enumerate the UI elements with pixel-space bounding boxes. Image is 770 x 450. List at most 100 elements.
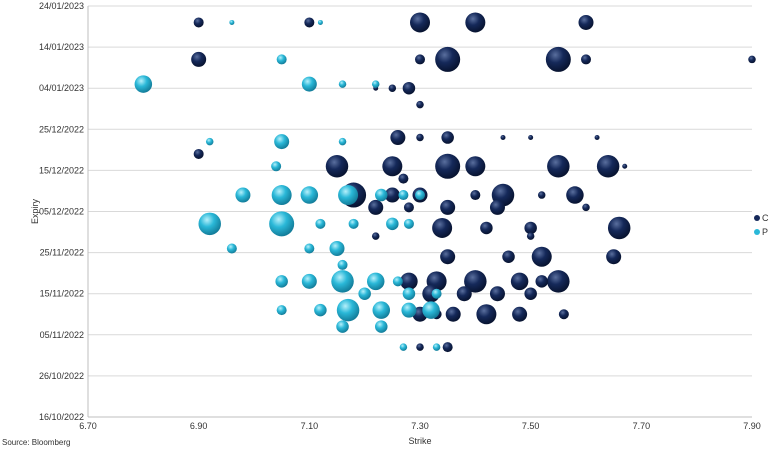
bubble-p xyxy=(399,343,408,351)
bubble-p xyxy=(301,273,317,289)
bubble-p xyxy=(314,303,327,317)
bubble-p xyxy=(401,302,417,318)
bubble-p xyxy=(336,298,360,322)
y-tick-label: 05/11/2022 xyxy=(40,330,84,340)
bubble-c xyxy=(440,249,456,265)
bubble-c xyxy=(547,270,570,293)
bubble-p xyxy=(271,161,282,172)
bubble-p xyxy=(371,80,380,88)
bubble-c xyxy=(390,130,406,146)
bubble-c xyxy=(606,249,622,265)
bubble-p xyxy=(276,305,287,316)
bubble-p xyxy=(358,287,371,300)
bubble-c xyxy=(500,135,506,141)
bubble-p xyxy=(375,188,388,202)
bubble-c xyxy=(489,286,505,302)
bubble-c xyxy=(445,306,461,322)
bubble-c xyxy=(470,190,481,201)
bubble-p xyxy=(331,270,354,293)
x-tick-label: 6.90 xyxy=(190,421,208,431)
bubble-c xyxy=(480,221,493,235)
bubble-p xyxy=(431,288,442,299)
x-tick-label: 7.10 xyxy=(301,421,319,431)
bubble-c xyxy=(566,186,584,204)
x-axis-title: Strike xyxy=(408,436,431,446)
bubble-p xyxy=(336,320,349,333)
bubble-p xyxy=(386,217,399,231)
bubble-c xyxy=(410,12,430,33)
bubble-c xyxy=(384,187,400,203)
bubble-c xyxy=(325,155,349,178)
bubble-c xyxy=(403,202,414,213)
bubble-p xyxy=(301,76,317,92)
bubble-p xyxy=(226,243,237,254)
bubble-c xyxy=(537,191,546,199)
bubble-p xyxy=(375,320,388,333)
bubble-c xyxy=(441,131,454,144)
bubble-c xyxy=(304,17,315,28)
bubble-c xyxy=(510,272,529,291)
bubble-c xyxy=(456,286,472,302)
bubble-c xyxy=(581,54,591,65)
bubble-c xyxy=(371,232,380,240)
y-tick-label: 26/10/2022 xyxy=(39,371,84,381)
bubble-p xyxy=(337,259,348,270)
bubble-c xyxy=(594,135,600,141)
bubble-c xyxy=(578,14,594,30)
bubble-p xyxy=(348,218,359,229)
bubble-c xyxy=(524,221,537,235)
bubble-c xyxy=(489,199,505,215)
bubble-c xyxy=(400,272,418,291)
bubble-c xyxy=(432,217,453,238)
y-tick-label: 14/01/2023 xyxy=(39,42,84,52)
bubble-p xyxy=(134,75,153,93)
bubble-p xyxy=(235,187,251,203)
bubble-c xyxy=(528,135,534,141)
bubble-c xyxy=(622,163,628,169)
bubble-c xyxy=(476,304,497,325)
bubble-c xyxy=(388,84,397,92)
bubble-p xyxy=(304,243,315,254)
bubble-c xyxy=(531,246,552,267)
bubble-c xyxy=(502,250,515,263)
bubble-p xyxy=(276,54,287,65)
legend-label-c: C xyxy=(762,213,769,223)
y-tick-label: 05/12/2022 xyxy=(39,207,84,217)
bubble-c xyxy=(402,81,416,95)
bubble-p xyxy=(329,240,345,256)
x-tick-label: 7.70 xyxy=(633,421,651,431)
bubble-c xyxy=(435,153,461,179)
bubble-c xyxy=(415,54,425,65)
bubble-c xyxy=(416,133,424,142)
y-tick-label: 15/11/2022 xyxy=(40,289,84,299)
bubble-c xyxy=(435,46,461,72)
x-tick-label: 7.90 xyxy=(743,421,761,431)
bubble-c xyxy=(465,12,486,33)
bubble-c xyxy=(193,17,204,28)
bubble-c xyxy=(193,148,204,159)
y-tick-label: 24/01/2023 xyxy=(39,1,84,11)
bubble-p xyxy=(229,19,235,25)
bubble-c xyxy=(416,343,424,351)
legend-marker-p xyxy=(754,229,760,235)
legend-marker-c xyxy=(754,215,760,221)
bubble-p xyxy=(275,275,288,288)
bubble-p xyxy=(269,211,295,237)
bubble-c xyxy=(547,155,570,178)
y-axis-title: Expiry xyxy=(30,199,40,225)
bubble-p xyxy=(274,134,290,150)
bubble-c xyxy=(535,275,548,288)
bubble-p xyxy=(300,186,319,204)
bubble-c xyxy=(440,199,456,215)
bubble-p xyxy=(422,301,440,319)
bubble-c xyxy=(558,309,569,320)
bubble-c xyxy=(545,46,571,72)
bubble-c xyxy=(596,155,620,178)
bubble-p xyxy=(415,190,425,201)
bubble-c xyxy=(512,306,528,322)
bubble-p xyxy=(198,212,221,236)
bubble-p xyxy=(432,343,441,351)
bubble-p xyxy=(338,185,359,206)
bubble-p xyxy=(205,137,214,146)
